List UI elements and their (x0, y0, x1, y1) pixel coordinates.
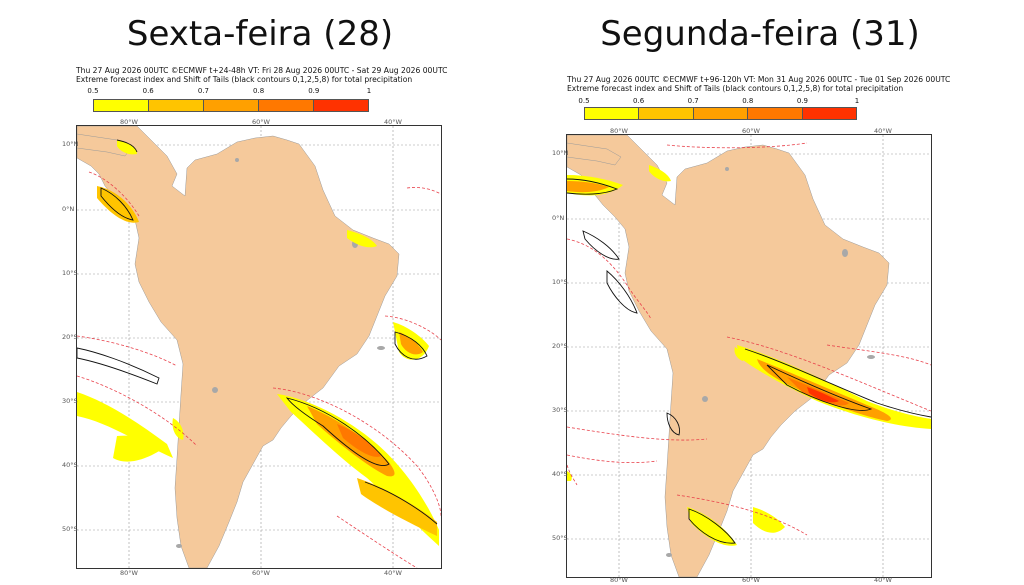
shift-of-tails-contours (567, 178, 931, 544)
legend-swatch (585, 108, 640, 119)
left-lat-label: 10°N (62, 140, 79, 148)
legend-tick: 0.6 (633, 97, 645, 105)
right-lat-label: 30°S (552, 406, 568, 414)
right-lat-label: 0°N (552, 214, 565, 222)
left-lon-label-top: 60°W (252, 118, 270, 126)
efi-dashed-contours (77, 171, 441, 568)
lakes (666, 167, 875, 557)
left-lat-label: 0°N (62, 205, 75, 213)
left-lat-label: 40°S (62, 461, 78, 469)
right-lat-label: 20°S (552, 342, 568, 350)
legend-swatch (802, 108, 857, 119)
left-map-canvas (77, 126, 441, 568)
legend-tick: 0.9 (308, 87, 320, 95)
efi-precip-shading (77, 140, 439, 546)
legend-tick: 0.8 (253, 87, 265, 95)
south-america-landmass (77, 126, 400, 568)
left-lon-label-bottom: 80°W (120, 569, 138, 577)
central-america-landmass (567, 142, 622, 166)
right-lat-label: 10°S (552, 278, 568, 286)
legend-tick: 0.9 (796, 97, 808, 105)
legend-swatch (639, 108, 694, 119)
legend-tick: 0.5 (87, 87, 99, 95)
legend-tick: 0.6 (142, 87, 154, 95)
legend-tick: 0.5 (578, 97, 590, 105)
left-header-line1: Thu 27 Aug 2026 00UTC ©ECMWF t+24-48h VT… (76, 66, 448, 75)
right-legend-ticks: 0.5 0.6 0.7 0.8 0.9 1 (578, 97, 860, 106)
legend-swatch (204, 100, 259, 111)
left-lat-label: 20°S (62, 333, 78, 341)
legend-swatch (748, 108, 803, 119)
right-lon-label-bottom: 40°W (874, 576, 892, 584)
legend-tick: 1 (366, 87, 372, 95)
legend-tick: 0.7 (687, 97, 699, 105)
efi-precip-shading (567, 165, 931, 546)
right-legend-colorbar (584, 107, 857, 120)
left-legend-colorbar (93, 99, 369, 112)
legend-swatch (94, 100, 149, 111)
legend-swatch (149, 100, 204, 111)
right-map-canvas (567, 135, 931, 577)
right-lon-label-bottom: 80°W (610, 576, 628, 584)
right-header-line2: Extreme forecast index and Shift of Tail… (567, 84, 904, 93)
left-map-title: Sexta-feira (28) (126, 14, 394, 54)
left-lat-label: 10°S (62, 269, 78, 277)
right-map-title: Segunda-feira (31) (600, 14, 920, 54)
legend-tick: 0.8 (742, 97, 754, 105)
left-lat-label: 50°S (62, 525, 78, 533)
south-america-landmass (567, 135, 890, 577)
right-lon-label-top: 60°W (742, 127, 760, 135)
legend-tick: 1 (854, 97, 860, 105)
right-lon-label-top: 80°W (610, 127, 628, 135)
left-lat-label: 30°S (62, 397, 78, 405)
right-header-line1: Thu 27 Aug 2026 00UTC ©ECMWF t+96-120h V… (567, 75, 951, 84)
left-header-line2: Extreme forecast index and Shift of Tail… (76, 75, 413, 84)
shift-of-tails-contours (77, 139, 438, 525)
left-lon-label-bottom: 40°W (384, 569, 402, 577)
right-lon-label-bottom: 60°W (742, 576, 760, 584)
left-efi-map (76, 125, 442, 569)
right-lon-label-top: 40°W (874, 127, 892, 135)
legend-swatch (314, 100, 368, 111)
right-efi-map (566, 134, 932, 578)
left-lon-label-bottom: 60°W (252, 569, 270, 577)
left-legend-ticks: 0.5 0.6 0.7 0.8 0.9 1 (87, 87, 372, 96)
left-lon-label-top: 80°W (120, 118, 138, 126)
left-lon-label-top: 40°W (384, 118, 402, 126)
efi-dashed-contours (567, 142, 931, 536)
right-lat-label: 40°S (552, 470, 568, 478)
right-lat-label: 50°S (552, 534, 568, 542)
legend-swatch (259, 100, 314, 111)
legend-tick: 0.7 (197, 87, 209, 95)
legend-swatch (693, 108, 749, 119)
right-lat-label: 10°N (552, 149, 569, 157)
